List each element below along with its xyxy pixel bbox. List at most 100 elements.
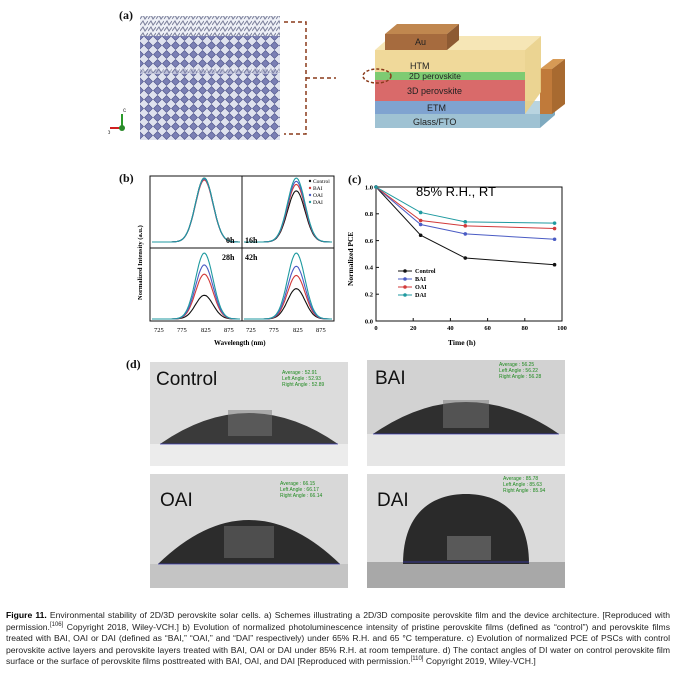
contact-angle-photo-dai: DAI Average : 85.78 Left Angle : 85.63 R… — [367, 474, 565, 588]
droplet-dai — [367, 474, 565, 588]
2d-perovskite-layer — [375, 72, 525, 80]
pce-point-dai — [418, 210, 423, 215]
axis-c-label: c — [123, 108, 126, 114]
contact-angle-photo-oai: OAI Average : 66.15 Left Angle : 66.17 R… — [150, 474, 348, 588]
pce-ytick-label: 0.0 — [365, 318, 373, 325]
pce-plot-frame — [375, 186, 563, 322]
pl-xtick-4b: 875 — [316, 327, 326, 334]
droplet-oai — [150, 474, 348, 588]
pl-xtick-3b: 825 — [293, 327, 303, 334]
droplet-control — [150, 362, 348, 466]
pce-ytick-label: 0.4 — [365, 265, 374, 272]
photo-label-dai: DAI — [377, 490, 409, 511]
pl-legend-control: Control — [313, 179, 330, 185]
pl-xtick-4a: 875 — [224, 327, 234, 334]
glass-fto-layer — [375, 114, 540, 128]
pce-xtick-label: 20 — [410, 325, 417, 332]
photo-label-bai: BAI — [375, 368, 406, 389]
caption-text-3: Copyright 2019, Wiley-VCH.] — [423, 656, 536, 667]
caption-ref-1: [106] — [49, 621, 64, 628]
droplet-bai — [367, 360, 565, 466]
pl-curve — [152, 252, 240, 320]
pce-ytick-label: 0.8 — [365, 211, 374, 218]
pl-xtick-3a: 825 — [201, 327, 211, 334]
pl-curve — [152, 273, 240, 320]
caption-text-2: Copyright 2018, Wiley-VCH.] b) Evolution… — [6, 621, 670, 667]
pce-point-oai — [552, 226, 557, 231]
pce-legend-marker-oai — [403, 285, 407, 289]
pce-xtick-label: 40 — [447, 325, 454, 332]
pce-point-bai — [418, 222, 423, 227]
panel-b-label: (b) — [119, 171, 134, 185]
pce-point-oai — [418, 218, 423, 223]
pce-ylabel: Normalized PCE — [346, 232, 355, 286]
angle-readout-dai: Average : 85.78 Left Angle : 85.63 Right… — [503, 476, 545, 494]
caption-figure-number: Figure 11. — [6, 610, 47, 620]
panel-d-label: (d) — [126, 357, 141, 371]
right-angle-control: Right Angle : 52.89 — [282, 382, 325, 388]
caption-ref-2: [110] — [410, 656, 424, 663]
pl-curve — [152, 294, 240, 320]
pl-curve — [152, 179, 240, 243]
pce-xtick-label: 60 — [484, 325, 491, 332]
pl-frame — [149, 175, 335, 322]
angle-readout-control: Average : 52.91 Left Angle : 52.93 Right… — [282, 370, 324, 388]
pce-legend-label-oai: OAI — [415, 284, 427, 291]
caption-text-1: Environmental stability of 2D/3D perovsk… — [6, 610, 670, 632]
pce-chart: 0 20 40 60 80 100 0.0 0.2 0.4 0.6 0.8 1.0 ControlBA… — [346, 184, 567, 347]
device-architecture-diagram: Au HTM 2D perovskite 3D perovskite ETM G… — [362, 24, 565, 128]
photo-label-oai: OAI — [160, 490, 193, 511]
pce-legend-marker-control — [403, 269, 407, 273]
contact-angle-photo-control: Control Average : 52.91 Left Angle : 52.… — [150, 362, 348, 466]
pce-ytick-label: 0.6 — [365, 238, 374, 245]
pl-legend-oai: OAI — [313, 193, 323, 199]
pce-points — [374, 185, 557, 267]
pl-xtick-1a: 725 — [154, 327, 164, 334]
pce-line-control — [375, 186, 555, 266]
contact-angle-photo-bai: BAI Average : 56.25 Left Angle : 56.22 R… — [367, 360, 565, 466]
layer-label-3d: 3D perovskite — [407, 86, 462, 96]
pl-legend-bai: BAI — [313, 186, 323, 192]
average-angle-control: Average : 52.91 — [282, 370, 318, 376]
pce-line-oai — [375, 186, 555, 230]
pce-point-control — [552, 262, 557, 267]
pce-point-control — [463, 256, 468, 260]
pce-legend-label-bai: BAI — [415, 276, 427, 283]
pce-line-bai — [375, 186, 555, 240]
pl-xtick-1b: 725 — [246, 327, 256, 334]
etm-layer — [375, 101, 525, 114]
pce-legend-label-dai: DAI — [415, 292, 427, 299]
left-angle-control: Left Angle : 52.93 — [282, 376, 321, 382]
pce-ytick-label: 1.0 — [365, 184, 373, 191]
left-angle-oai: Left Angle : 66.17 — [280, 487, 319, 493]
figure-caption: Figure 11. Environmental stability of 2D… — [6, 610, 670, 668]
pce-point-oai — [463, 224, 468, 228]
angle-readout-bai: Average : 56.25 Left Angle : 56.22 Right… — [499, 362, 541, 380]
angle-readout-oai: Average : 66.15 Left Angle : 66.17 Right… — [280, 481, 322, 499]
right-angle-dai: Right Angle : 85.94 — [503, 488, 546, 494]
average-angle-dai: Average : 85.78 — [503, 476, 539, 482]
pce-axes — [375, 186, 563, 322]
pce-line-dai — [375, 186, 555, 224]
pce-point-bai — [463, 232, 468, 236]
layer-label-au: Au — [415, 37, 426, 47]
pl-spectra-panel: Normalized Intensity (a.u.) Wavelength (… — [137, 175, 335, 347]
right-angle-oai: Right Angle : 66.14 — [280, 493, 323, 499]
pce-xtick-label: 80 — [522, 325, 529, 332]
pce-ytick-label: 0.2 — [365, 292, 373, 299]
pl-curve — [244, 252, 332, 320]
pce-xlabel: Time (h) — [448, 338, 476, 347]
pl-xtick-2a: 775 — [177, 327, 187, 334]
pl-ylabel: Normalized Intensity (a.u.) — [137, 225, 144, 300]
pl-curve — [152, 178, 240, 243]
au-electrode — [385, 34, 447, 50]
layer-label-etm: ETM — [427, 103, 446, 113]
pce-point-bai — [552, 237, 557, 242]
axis-b-label: b — [108, 130, 111, 136]
pce-point-dai — [374, 185, 378, 189]
pl-legend: Control BAI OAI DAI — [308, 179, 330, 206]
pce-legend-label-control: Control — [415, 268, 436, 275]
average-angle-oai: Average : 66.15 — [280, 481, 316, 487]
pl-curve — [152, 177, 240, 243]
